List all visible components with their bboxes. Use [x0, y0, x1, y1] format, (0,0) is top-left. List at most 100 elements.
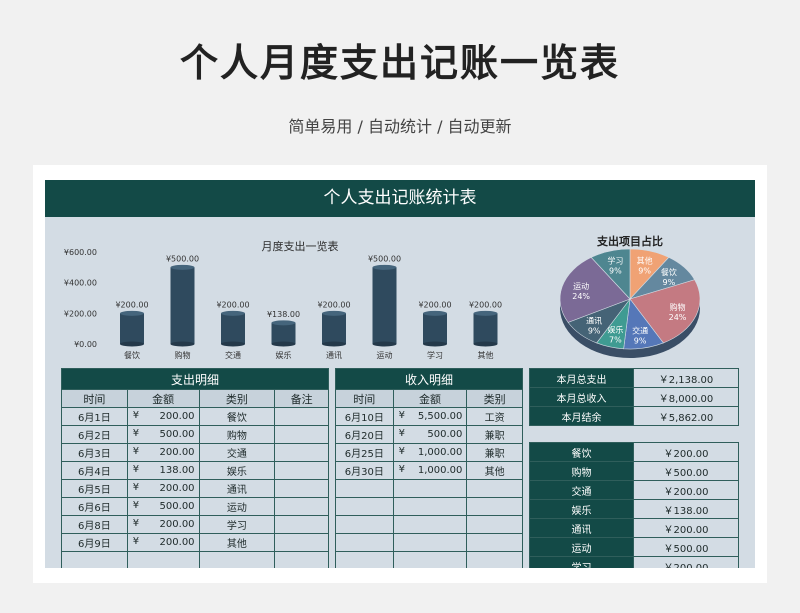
bar-chart-bars: ¥200.00 餐饮 ¥500.00 购物 ¥200.00 交通 ¥138.00 娱乐 ¥200… [115, 254, 502, 360]
currency-symbol: ¥ [398, 428, 405, 439]
pie-slice-pct: 24% [572, 292, 590, 301]
income-row-empty[interactable] [335, 479, 523, 498]
amount-value: 200.00 [159, 483, 195, 494]
expense-amount: ¥500.00 [126, 497, 200, 516]
bar-base [271, 341, 296, 347]
amount-value: 200.00 [159, 519, 195, 530]
income-row-empty[interactable] [335, 515, 523, 534]
income-table-title: 收入明细 [335, 368, 523, 390]
bar-ytick-label: ¥0.00 [74, 340, 97, 349]
income-row-empty[interactable] [335, 533, 523, 552]
income-row[interactable]: 6月25日 ¥1,000.00 兼职 [335, 443, 523, 462]
income-category: 工资 [466, 407, 523, 426]
income-row[interactable]: 6月20日 ¥500.00 兼职 [335, 425, 523, 444]
category-total-label: 购物 [529, 461, 634, 481]
category-total-label: 运动 [529, 537, 634, 557]
charts-area: 月度支出一览表 ¥600.00 ¥400.00 ¥200.00 ¥0.00 ¥200.… [64, 234, 701, 360]
expense-date: 6月3日 [61, 443, 128, 462]
totals-row: 本月总收入 ￥8,000.00 [529, 387, 739, 407]
currency-symbol: ¥ [132, 446, 140, 457]
bar-base [322, 341, 346, 347]
pie-slice-name: 购物 [670, 302, 686, 312]
bar-top [473, 310, 498, 316]
pie-slice-pct: 7% [609, 335, 622, 344]
empty-cell [392, 515, 468, 534]
category-total-row: 通讯 ￥200.00 [529, 518, 739, 538]
pie-slice-pct: 9% [638, 267, 651, 276]
bar-base [120, 341, 144, 347]
bar-body [120, 313, 144, 344]
bar-category-label: 交通 [225, 350, 241, 360]
bar-ytick-label: ¥400.00 [64, 279, 97, 288]
income-category: 兼职 [466, 425, 523, 444]
expense-row[interactable]: 6月2日 ¥500.00 购物 [61, 425, 329, 444]
empty-cell [466, 533, 523, 552]
empty-cell [198, 551, 276, 568]
bar-ytick-label: ¥600.00 [64, 248, 97, 257]
expense-row-empty[interactable] [61, 551, 329, 568]
pie-slice-pct: 9% [663, 278, 676, 287]
bar-top [170, 264, 195, 270]
empty-cell [61, 551, 128, 568]
bar-value-label: ¥500.00 [368, 254, 401, 263]
pie-slice-name: 运动 [573, 281, 589, 291]
pie-slice-pct: 9% [588, 326, 601, 335]
totals-value: ￥2,138.00 [633, 368, 739, 388]
bar-body [423, 313, 447, 344]
bar: ¥200.00 学习 [418, 300, 451, 360]
bar-top [271, 320, 296, 326]
empty-cell [392, 479, 468, 498]
pie-slice-name: 通讯 [586, 315, 602, 325]
bar-top [322, 310, 346, 316]
pie-slice: 学习9% [590, 248, 631, 300]
page-title: 个人月度支出记账一览表 [179, 41, 620, 85]
category-total-row: 学习 ￥200.00 [529, 556, 739, 568]
currency-symbol: ¥ [132, 536, 140, 547]
empty-cell [274, 551, 329, 568]
income-date: 6月25日 [335, 443, 394, 462]
expense-row[interactable]: 6月6日 ¥500.00 运动 [61, 497, 329, 516]
bar-chart-title: 月度支出一览表 [262, 239, 339, 253]
expense-row[interactable]: 6月9日 ¥200.00 其他 [61, 533, 329, 552]
expense-row[interactable]: 6月3日 ¥200.00 交通 [61, 443, 329, 462]
expense-row[interactable]: 6月1日 ¥200.00 餐饮 [61, 407, 329, 426]
bar-base [170, 341, 195, 347]
pie-slice-shape [590, 248, 631, 300]
empty-cell [466, 479, 523, 498]
empty-cell [466, 515, 523, 534]
expense-note [274, 515, 329, 534]
income-header-amount: 金额 [392, 389, 468, 408]
expense-date: 6月9日 [61, 533, 128, 552]
bar-top [221, 310, 245, 316]
category-total-value: ￥200.00 [633, 480, 739, 500]
income-row-empty[interactable] [335, 497, 523, 516]
expense-header-date: 时间 [61, 389, 128, 408]
category-total-row: 购物 ￥500.00 [529, 461, 739, 481]
income-row-empty[interactable] [335, 551, 523, 568]
expense-row[interactable]: 6月4日 ¥138.00 娱乐 [61, 461, 329, 480]
income-row[interactable]: 6月30日 ¥1,000.00 其他 [335, 461, 523, 480]
income-header-date: 时间 [335, 389, 394, 408]
expense-row[interactable]: 6月5日 ¥200.00 通讯 [61, 479, 329, 498]
expense-category: 通讯 [198, 479, 276, 498]
bar-body [473, 313, 498, 344]
expense-row[interactable]: 6月8日 ¥200.00 学习 [61, 515, 329, 534]
empty-cell [466, 497, 523, 516]
income-category: 其他 [466, 461, 523, 480]
amount-value: 138.00 [159, 465, 195, 476]
bar-value-label: ¥200.00 [216, 300, 249, 309]
bar-value-label: ¥200.00 [115, 300, 148, 309]
expense-note [274, 479, 329, 498]
bar-chart-yaxis: ¥600.00 ¥400.00 ¥200.00 ¥0.00 [64, 248, 97, 349]
bar: ¥200.00 餐饮 [115, 300, 148, 360]
income-row[interactable]: 6月10日 ¥5,500.00 工资 [335, 407, 523, 426]
totals-row: 本月结余 ￥5,862.00 [529, 406, 739, 426]
bar-category-label: 娱乐 [276, 350, 292, 360]
expense-note [274, 443, 329, 462]
category-total-value: ￥200.00 [633, 518, 739, 538]
bar-value-label: ¥200.00 [317, 300, 350, 309]
expense-table-title: 支出明细 [61, 368, 329, 390]
income-category: 兼职 [466, 443, 523, 462]
expense-category: 娱乐 [198, 461, 276, 480]
empty-cell [335, 497, 394, 516]
